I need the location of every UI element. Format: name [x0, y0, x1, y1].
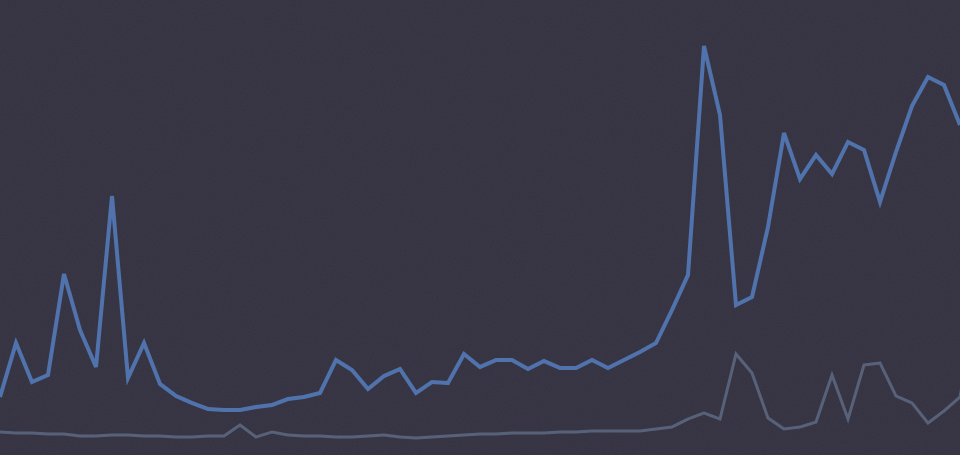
series-group [0, 45, 960, 440]
series-line-primary [0, 45, 960, 412]
series-line-secondary [0, 350, 960, 440]
